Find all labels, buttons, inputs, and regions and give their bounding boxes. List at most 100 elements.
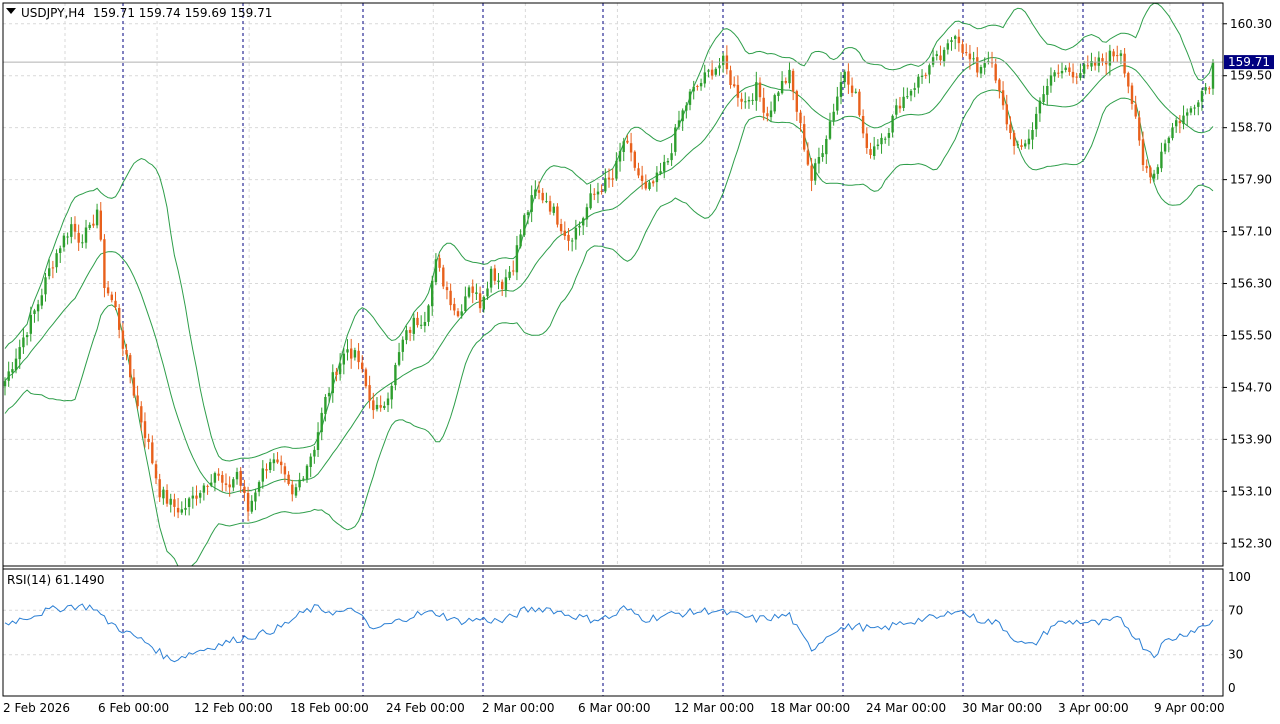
candle-body [777, 92, 780, 96]
candle [832, 103, 835, 126]
candle-body [81, 242, 84, 244]
candle-body [364, 369, 368, 387]
candle-body [489, 268, 493, 288]
candle-body [1175, 120, 1178, 127]
candle [1127, 71, 1130, 94]
candle-body [891, 115, 894, 133]
candle-body [920, 75, 924, 77]
candle [574, 219, 578, 250]
bollinger-upper-band [4, 3, 1214, 462]
candle [125, 343, 128, 361]
candle [1152, 169, 1156, 183]
candle-body [1160, 151, 1163, 169]
candle [151, 435, 154, 465]
candle [725, 45, 729, 75]
candle [1200, 88, 1204, 111]
candle [957, 29, 961, 52]
candle-body [836, 96, 839, 111]
candle-body [228, 484, 231, 488]
candle-body [254, 492, 257, 502]
candle-body [504, 277, 508, 290]
candle [449, 283, 452, 311]
candle [666, 157, 670, 166]
candle-body [559, 224, 563, 232]
candle [887, 127, 891, 146]
candle [655, 166, 659, 192]
candle-body [946, 43, 949, 50]
candle-body [335, 371, 338, 375]
candle-body [475, 292, 478, 294]
candle [637, 162, 640, 179]
candle [615, 152, 618, 181]
bollinger-middle-band [4, 56, 1214, 495]
candle [486, 281, 489, 300]
candle [257, 480, 261, 497]
candle [235, 467, 239, 485]
candle [383, 401, 386, 410]
candle-body [261, 468, 264, 482]
candle-body [965, 52, 968, 54]
candle-body [515, 245, 519, 273]
candle-body [210, 482, 213, 486]
candle [313, 446, 316, 464]
rsi-title: RSI(14) 61.1490 [7, 573, 105, 587]
candle-body [232, 479, 235, 488]
candle-body [206, 485, 209, 487]
candle-body [788, 69, 791, 84]
candle-body [309, 456, 312, 467]
candle-body [1108, 50, 1112, 66]
candle [1130, 82, 1134, 110]
candle [994, 58, 997, 84]
time-axis-label: 30 Mar 00:00 [962, 701, 1042, 715]
candle [427, 304, 430, 327]
candle [1141, 131, 1145, 172]
candle [582, 216, 585, 236]
candle-body [125, 350, 128, 355]
candle [799, 109, 802, 132]
candle [1211, 59, 1215, 95]
candle-body [77, 232, 80, 243]
candle [1082, 61, 1086, 79]
candle [265, 463, 268, 479]
candle [537, 181, 541, 200]
candle-body [961, 44, 964, 53]
time-axis-label: 18 Mar 00:00 [770, 701, 850, 715]
candle-body [582, 218, 585, 226]
candle-body [320, 412, 323, 433]
candle-body [408, 329, 412, 333]
candle-body [674, 127, 677, 152]
candle-body [640, 175, 644, 181]
collapse-arrow-icon[interactable] [6, 8, 16, 14]
candle-body [250, 500, 253, 512]
candle-body [1127, 73, 1130, 87]
time-axis-label: 12 Mar 00:00 [674, 701, 754, 715]
candle-body [14, 358, 18, 371]
candle [489, 266, 493, 293]
candle-body [383, 405, 386, 408]
candle-body [791, 70, 795, 92]
candle [714, 67, 717, 77]
candle-body [1208, 88, 1211, 90]
candle-body [1138, 117, 1141, 141]
candle-body [931, 57, 935, 65]
candle-body [1197, 102, 1200, 107]
candle [121, 322, 125, 357]
candle-body [898, 105, 902, 109]
candle [990, 51, 994, 68]
time-axis-label: 6 Mar 00:00 [578, 701, 651, 715]
candle-body [243, 486, 246, 493]
candle [316, 422, 320, 457]
candle [652, 179, 655, 187]
candle-body [850, 85, 854, 93]
candle-body [121, 330, 125, 349]
candle-body [508, 271, 511, 278]
candle-body [954, 36, 957, 39]
candle-body [585, 207, 589, 220]
candle [110, 291, 113, 303]
candle-body [11, 369, 14, 373]
candle [861, 109, 865, 139]
candle-body [497, 280, 500, 283]
candle-body [825, 139, 828, 155]
